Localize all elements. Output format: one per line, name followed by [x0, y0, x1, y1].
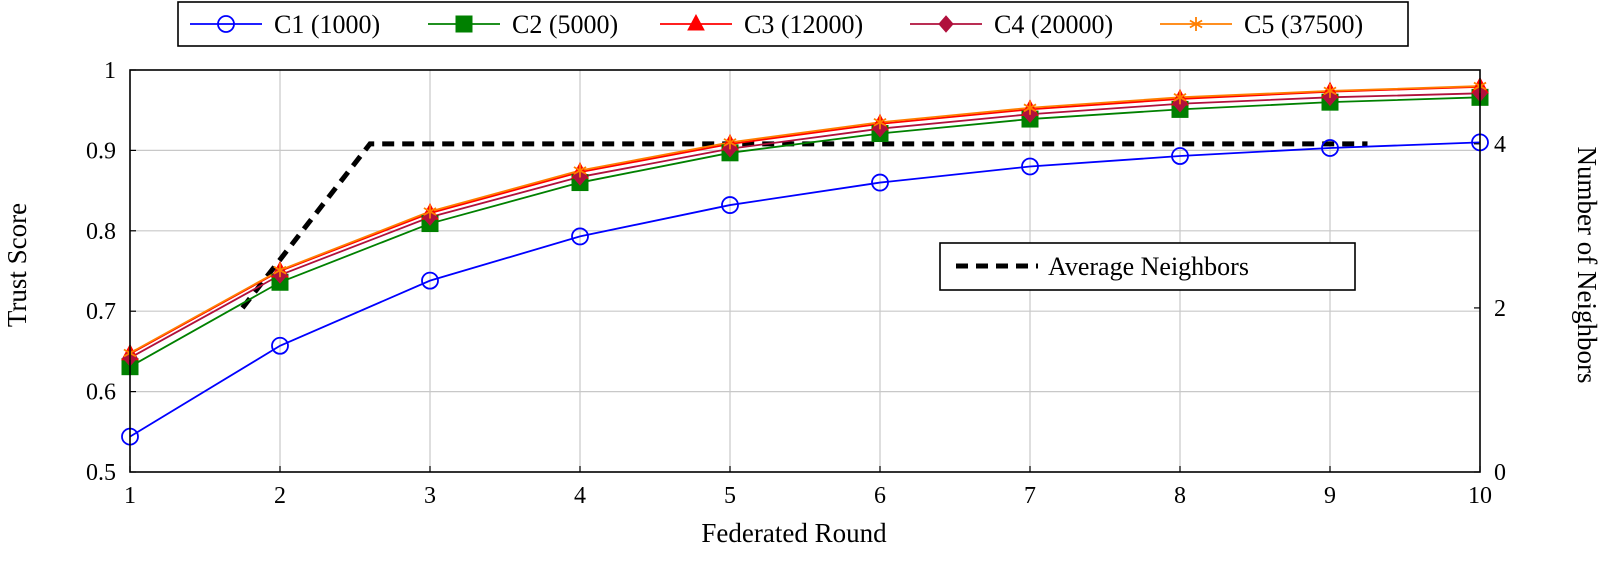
y2-tick-label: 0 — [1494, 460, 1506, 486]
series-line-c2 — [129, 96, 1481, 368]
x-axis-label: Federated Round — [701, 518, 887, 548]
data-point-c5 — [423, 204, 437, 219]
series-line-c5 — [129, 85, 1481, 354]
data-point-c5 — [1173, 90, 1187, 105]
x-tick-label: 2 — [274, 483, 286, 509]
y-axis-label: Trust Score — [2, 203, 32, 327]
data-point-c5 — [873, 115, 887, 130]
data-point-c1 — [871, 173, 889, 192]
neighbors-legend: Average Neighbors — [939, 242, 1356, 291]
legend-swatch-marker-c1 — [217, 15, 235, 33]
x-tick-label: 9 — [1324, 483, 1336, 509]
y-tick-label: 0.7 — [86, 299, 116, 325]
x-tick-label: 7 — [1024, 483, 1036, 509]
x-tick-label: 10 — [1468, 483, 1492, 509]
data-point-c5 — [1323, 83, 1337, 98]
data-point-c1 — [421, 271, 439, 290]
data-point-c5 — [573, 163, 587, 178]
data-point-c1 — [1321, 139, 1339, 157]
series-markers — [121, 76, 1489, 446]
data-point-c1 — [1171, 147, 1189, 165]
data-point-c5 — [1023, 100, 1037, 115]
neighbors-legend-box — [939, 242, 1356, 291]
plot-frame — [129, 69, 1481, 473]
plot-area-border — [129, 69, 1481, 473]
x-tick-label: 6 — [874, 483, 886, 509]
y2-tick-label: 2 — [1494, 296, 1506, 322]
x-tick-label: 8 — [1174, 483, 1186, 509]
legend-label-c3: C3 (12000) — [744, 10, 863, 39]
series-lines — [129, 85, 1481, 438]
legend-label-c4: C4 (20000) — [994, 10, 1113, 39]
y-tick-label: 1 — [104, 58, 116, 84]
data-point-c1 — [1021, 157, 1039, 176]
data-point-c1 — [271, 336, 289, 355]
y-tick-label: 0.5 — [86, 460, 116, 486]
data-point-c5 — [273, 263, 287, 278]
series-line-c1 — [129, 141, 1481, 438]
y-tick-label: 0.8 — [86, 219, 116, 245]
data-point-c5 — [723, 135, 737, 150]
x-tick-label: 1 — [124, 483, 136, 509]
legend-label-c1: C1 (1000) — [274, 10, 380, 39]
average-neighbors-line — [240, 141, 1368, 310]
legend-swatch-marker-c3 — [687, 13, 705, 31]
series-line-c3 — [129, 85, 1481, 355]
y-tick-label: 0.9 — [86, 138, 116, 164]
legend-label-c2: C2 (5000) — [512, 10, 618, 39]
x-tick-label: 5 — [724, 483, 736, 509]
x-tick-label: 3 — [424, 483, 436, 509]
series-line-c4 — [129, 92, 1481, 359]
legend: C1 (1000) C2 (5000) C3 (12000) C4 (20000) C5… — [177, 1, 1409, 47]
y2-axis-label: Number of Neighbors — [1572, 147, 1600, 384]
data-point-c1 — [721, 196, 739, 214]
legend-swatch-marker-c5 — [1189, 17, 1203, 31]
legend-label-c5: C5 (37500) — [1244, 10, 1363, 39]
legend-swatch-marker-c4 — [938, 15, 954, 33]
y2-tick-label: 4 — [1494, 132, 1506, 158]
y-tick-label: 0.6 — [86, 380, 116, 406]
legend-swatch-marker-c2 — [455, 15, 473, 33]
x-tick-label: 4 — [574, 483, 586, 509]
data-point-c1 — [571, 227, 589, 246]
neighbors-legend-label: Average Neighbors — [1048, 252, 1249, 281]
